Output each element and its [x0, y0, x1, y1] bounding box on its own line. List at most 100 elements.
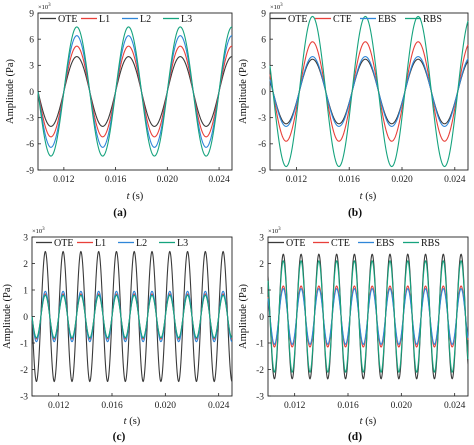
series-line-l2-c	[31, 290, 233, 343]
y-tick-label-d: -1	[256, 339, 264, 349]
y-tick-label-c: -1	[20, 339, 28, 349]
panel-label-c: (c)	[113, 431, 126, 443]
x-tick-label-d: 0.012	[284, 401, 306, 411]
y-axis-title-b: Amplitude (Pa)	[238, 58, 249, 124]
legend-d: OTE CTE EBS RBS	[268, 238, 440, 249]
y-tick-label-d: 3	[259, 233, 264, 243]
y-tick-label-d: 1	[259, 286, 264, 296]
x-axis-title-b: t (s)	[360, 191, 377, 202]
legend-label-ote-c: OTE	[54, 238, 73, 249]
series-group-c	[31, 250, 233, 383]
panel-d: 0.012 0.016 0.020 0.024 -3 -2 -1 0 1 2 3 OTE CTE EBS…	[238, 227, 469, 443]
x-axis-title-a: t (s)	[127, 191, 144, 202]
y-tick-label-a: 3	[29, 62, 34, 72]
y-tick-label-b: 9	[261, 9, 266, 19]
x-tick-label-b: 0.024	[444, 175, 466, 185]
y-axis-title-c: Amplitude (Pa)	[2, 283, 13, 349]
x-tick-label-b: 0.012	[286, 175, 308, 185]
ticks-group-c: 0.012 0.016 0.020 0.024 -3 -2 -1 0 1 2 3	[20, 233, 230, 411]
legend-c: OTE L1 L2 L3	[36, 238, 188, 249]
legend-label-cte-b: CTE	[333, 14, 352, 25]
panel-label-d: (d)	[348, 431, 362, 443]
y-tick-label-d: -3	[256, 392, 264, 402]
y-tick-label-d: 2	[259, 260, 264, 270]
legend-label-cte-d: CTE	[331, 238, 350, 249]
y-axis-title-a: Amplitude (Pa)	[5, 58, 16, 124]
y-tick-label-a: -3	[26, 114, 34, 124]
y-tick-label-a: 6	[29, 35, 34, 45]
legend-label-l3-a: L3	[181, 14, 192, 25]
y-tick-label-c: 1	[23, 286, 28, 296]
legend-label-ebs-b: EBS	[378, 14, 396, 25]
x-tick-label-a: 0.024	[208, 175, 230, 185]
y-tick-label-c: 3	[23, 233, 28, 243]
y-tick-label-d: -2	[256, 366, 264, 376]
legend-b: OTE CTE EBS RBS	[270, 14, 442, 25]
legend-label-ote-d: OTE	[286, 238, 305, 249]
x-tick-label-c: 0.016	[101, 401, 123, 411]
x-tick-label-c: 0.012	[48, 401, 70, 411]
series-group-d	[267, 253, 469, 380]
x-tick-label-b: 0.016	[339, 175, 361, 185]
y-tick-label-a: 0	[29, 88, 34, 98]
series-line-rbs-b	[269, 15, 469, 168]
y-axis-title-d: Amplitude (Pa)	[238, 283, 249, 349]
series-line-ote-a	[37, 56, 233, 127]
series-line-l3-a	[37, 26, 233, 157]
legend-label-ote-a: OTE	[58, 14, 77, 25]
x-tick-label-b: 0.020	[391, 175, 413, 185]
legend-label-rbs-d: RBS	[421, 238, 440, 249]
exponent-label-d: ×103	[268, 227, 281, 235]
panel-label-b: (b)	[348, 207, 362, 219]
legend-label-l1-c: L1	[95, 238, 106, 249]
legend-label-ote-b: OTE	[288, 14, 307, 25]
x-tick-label-d: 0.016	[337, 401, 359, 411]
x-tick-label-a: 0.020	[157, 175, 179, 185]
y-tick-label-a: 9	[29, 9, 34, 19]
x-tick-label-c: 0.024	[208, 401, 230, 411]
x-tick-label-d: 0.024	[444, 401, 466, 411]
panel-b: 0.012 0.016 0.020 0.024 -9 -6 -3 0 3 6 9 OTE CTE EBS…	[238, 3, 469, 219]
exponent-label-b: ×103	[270, 3, 283, 11]
panel-a: 0.012 0.016 0.020 0.024 -9 -6 -3 0 3 6 9 OTE L1 L2 L3…	[5, 3, 233, 219]
legend-label-ebs-d: EBS	[376, 238, 394, 249]
y-tick-label-c: -2	[20, 366, 28, 376]
series-line-l3-c	[31, 294, 233, 339]
ticks-group-a: 0.012 0.016 0.020 0.024 -9 -6 -3 0 3 6 9	[26, 9, 230, 185]
exponent-label-c: ×103	[32, 227, 45, 235]
panel-label-a: (a)	[113, 207, 127, 219]
x-tick-label-a: 0.016	[105, 175, 127, 185]
y-tick-label-b: 6	[261, 35, 266, 45]
y-tick-label-a: -9	[26, 166, 34, 176]
y-tick-label-b: -3	[258, 114, 266, 124]
series-line-l2-a	[37, 35, 233, 148]
series-line-ebs-b	[269, 56, 469, 127]
legend-label-l2-a: L2	[140, 14, 151, 25]
y-tick-label-c: 0	[23, 313, 28, 323]
y-tick-label-a: -6	[26, 140, 34, 150]
series-line-ote-c	[31, 250, 233, 383]
x-axis-title-d: t (s)	[360, 416, 377, 427]
x-axis-title-c: t (s)	[124, 416, 141, 427]
panel-c: 0.012 0.016 0.020 0.024 -3 -2 -1 0 1 2 3 OTE L1 L2 L3…	[2, 227, 233, 443]
legend-a: OTE L1 L2 L3	[40, 14, 192, 25]
ticks-group-b: 0.012 0.016 0.020 0.024 -9 -6 -3 0 3 6 9	[258, 9, 466, 185]
y-tick-label-d: 0	[259, 313, 264, 323]
y-tick-label-c: -3	[20, 392, 28, 402]
y-tick-label-b: -6	[258, 140, 266, 150]
y-tick-label-c: 2	[23, 260, 28, 270]
series-group-b	[269, 15, 469, 168]
ticks-group-d: 0.012 0.016 0.020 0.024 -3 -2 -1 0 1 2 3	[256, 233, 466, 411]
plot-area-b	[269, 12, 469, 171]
series-line-rbs-d	[267, 260, 469, 373]
legend-label-rbs-b: RBS	[423, 14, 442, 25]
y-tick-label-b: 0	[261, 88, 266, 98]
series-group-a	[37, 26, 233, 157]
series-line-cte-b	[269, 41, 469, 142]
exponent-label-a: ×103	[38, 3, 51, 11]
plot-area-a	[37, 12, 233, 171]
x-tick-label-a: 0.012	[53, 175, 75, 185]
legend-label-l1-a: L1	[99, 14, 110, 25]
x-tick-label-c: 0.020	[155, 401, 177, 411]
